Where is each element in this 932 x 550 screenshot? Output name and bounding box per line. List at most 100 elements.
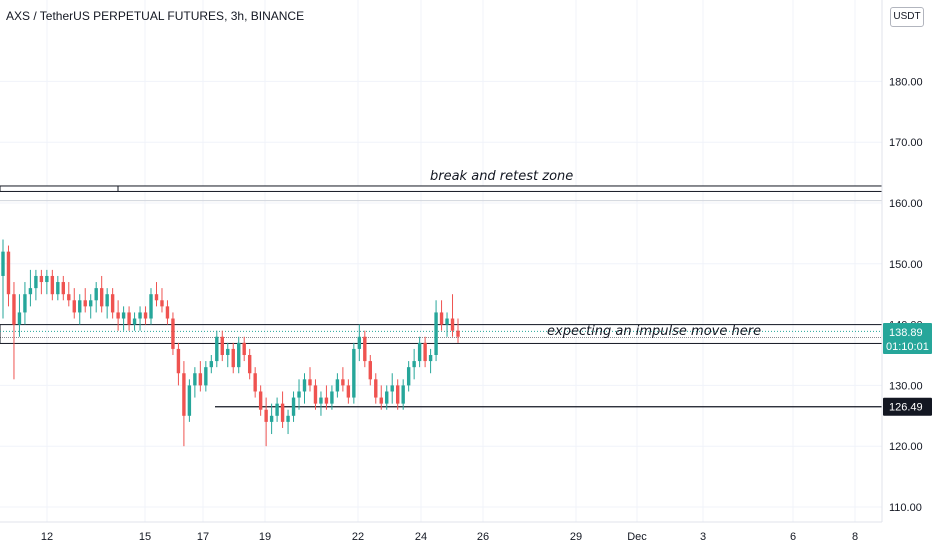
candle-body (23, 294, 27, 313)
candle-body (39, 275, 44, 283)
candle-body (237, 342, 241, 368)
candle-body (406, 367, 411, 386)
price-tick-label: 180.00 (889, 76, 923, 88)
time-tick-label: 24 (415, 531, 427, 543)
candle-body (280, 403, 285, 422)
candle-body (121, 312, 126, 319)
candle-body (204, 367, 208, 386)
countdown-label: 01:10:01 (886, 341, 929, 353)
price-tick-label: 130.00 (889, 380, 923, 392)
marked-level-tag (883, 397, 932, 416)
candle-body (187, 385, 192, 416)
time-tick-label: 3 (700, 531, 706, 543)
candle-body (352, 348, 356, 398)
chart-title: AXS / TetherUS PERPETUAL FUTURES, 3h, BI… (6, 9, 305, 23)
candle-body (258, 391, 263, 410)
candle-body (138, 312, 142, 319)
candle-body (319, 397, 323, 404)
candle-body (291, 397, 296, 416)
marked-level-label: 126.49 (889, 402, 923, 414)
candle-body (1, 251, 5, 276)
candle-body (116, 312, 120, 319)
candle-body (335, 379, 340, 392)
candle-body (165, 306, 170, 319)
candle-body (34, 275, 38, 289)
candle-body (28, 288, 33, 295)
current-price-label: 138.89 (889, 327, 923, 339)
zone-lines (0, 185, 883, 408)
candle-body (395, 385, 400, 404)
candle-body (89, 300, 93, 307)
candle-body (193, 373, 197, 386)
candle-body (242, 342, 246, 355)
candle-body (423, 342, 427, 362)
candle-body (417, 342, 422, 362)
candle-body (143, 312, 148, 319)
time-tick-label: Dec (627, 531, 647, 543)
time-tick-label: 6 (790, 531, 796, 543)
candle-body (45, 275, 49, 283)
candle-body (368, 361, 372, 380)
candle-body (379, 397, 383, 404)
candle-body (302, 379, 307, 392)
candle-body (385, 391, 389, 404)
chart-grid (0, 0, 882, 522)
candle-body (412, 361, 416, 368)
candle-body (264, 409, 268, 422)
candle-body (154, 294, 159, 301)
candle-body (313, 385, 318, 404)
annotation-break-retest: break and retest zone (430, 169, 573, 184)
candle-body (149, 294, 153, 319)
candle-body (50, 275, 55, 295)
current-price-tag (883, 323, 932, 354)
candle-body (450, 318, 455, 331)
candle-body (297, 391, 301, 398)
candle-body (127, 312, 131, 325)
candle-body (401, 385, 405, 404)
candle-body (182, 373, 186, 416)
candle-body (17, 312, 22, 325)
candle-body (6, 251, 11, 295)
annotation-impulse-move: expecting an impulse move here (547, 324, 761, 339)
candle-body (160, 300, 164, 307)
price-axis[interactable]: 110.00120.00130.00140.00150.00160.00170.… (881, 0, 932, 522)
candle-body (12, 294, 16, 325)
candle-body (346, 385, 351, 398)
candle-body (445, 318, 449, 325)
candle-body (357, 336, 362, 349)
candle-body (72, 300, 76, 313)
candle-body (110, 294, 115, 313)
candle-body (247, 355, 252, 374)
candle-body (56, 282, 60, 295)
candle-body (132, 318, 137, 325)
time-tick-label: 8 (852, 531, 858, 543)
candle-body (105, 294, 109, 307)
zone-break-retest (0, 185, 883, 192)
candle-body (324, 397, 329, 404)
candle-body (275, 403, 279, 416)
candle-body (209, 361, 214, 368)
price-tick-label: 120.00 (889, 441, 923, 453)
candle-body (269, 415, 274, 422)
time-axis[interactable]: 12 15 17 19 22 24 26 29 Dec 3 6 8 (0, 521, 882, 543)
price-tick-label: 150.00 (889, 259, 923, 271)
currency-button[interactable]: USDT (890, 7, 924, 27)
candle-body (390, 385, 394, 392)
time-tick-label: 19 (259, 531, 271, 543)
candle-body (439, 312, 444, 325)
candle-body (198, 373, 203, 386)
candle-body (226, 348, 230, 355)
candle-body (374, 379, 378, 398)
candle-body (94, 288, 98, 301)
candle-body (215, 336, 219, 362)
time-tick-label: 29 (570, 531, 582, 543)
candle-body (330, 391, 334, 404)
time-tick-label: 26 (477, 531, 489, 543)
time-tick-label: 22 (352, 531, 364, 543)
candle-body (171, 318, 175, 349)
time-tick-label: 12 (41, 531, 53, 543)
candle-body (308, 379, 312, 386)
price-tick-label: 170.00 (889, 137, 923, 149)
price-tick-label: 160.00 (889, 198, 923, 210)
